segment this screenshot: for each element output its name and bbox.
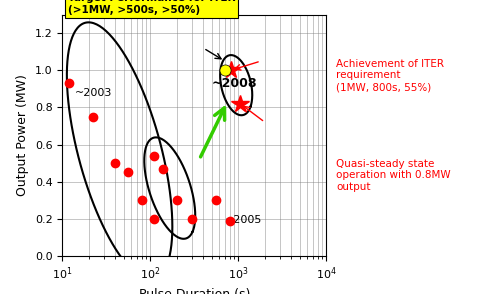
Text: ~2005: ~2005: [225, 215, 262, 225]
Text: ~2003: ~2003: [75, 88, 113, 98]
Y-axis label: Output Power (MW): Output Power (MW): [16, 74, 29, 196]
Text: Achievement of ITER
requirement
(1MW, 800s, 55%): Achievement of ITER requirement (1MW, 80…: [336, 59, 444, 92]
Text: ~2008: ~2008: [212, 77, 257, 90]
Text: Quasi-steady state
operation with 0.8MW
output: Quasi-steady state operation with 0.8MW …: [336, 159, 451, 192]
Text: Target Performance for ITER
(>1MW, >500s, >50%): Target Performance for ITER (>1MW, >500s…: [68, 0, 235, 15]
X-axis label: Pulse Duration (s): Pulse Duration (s): [139, 288, 250, 294]
